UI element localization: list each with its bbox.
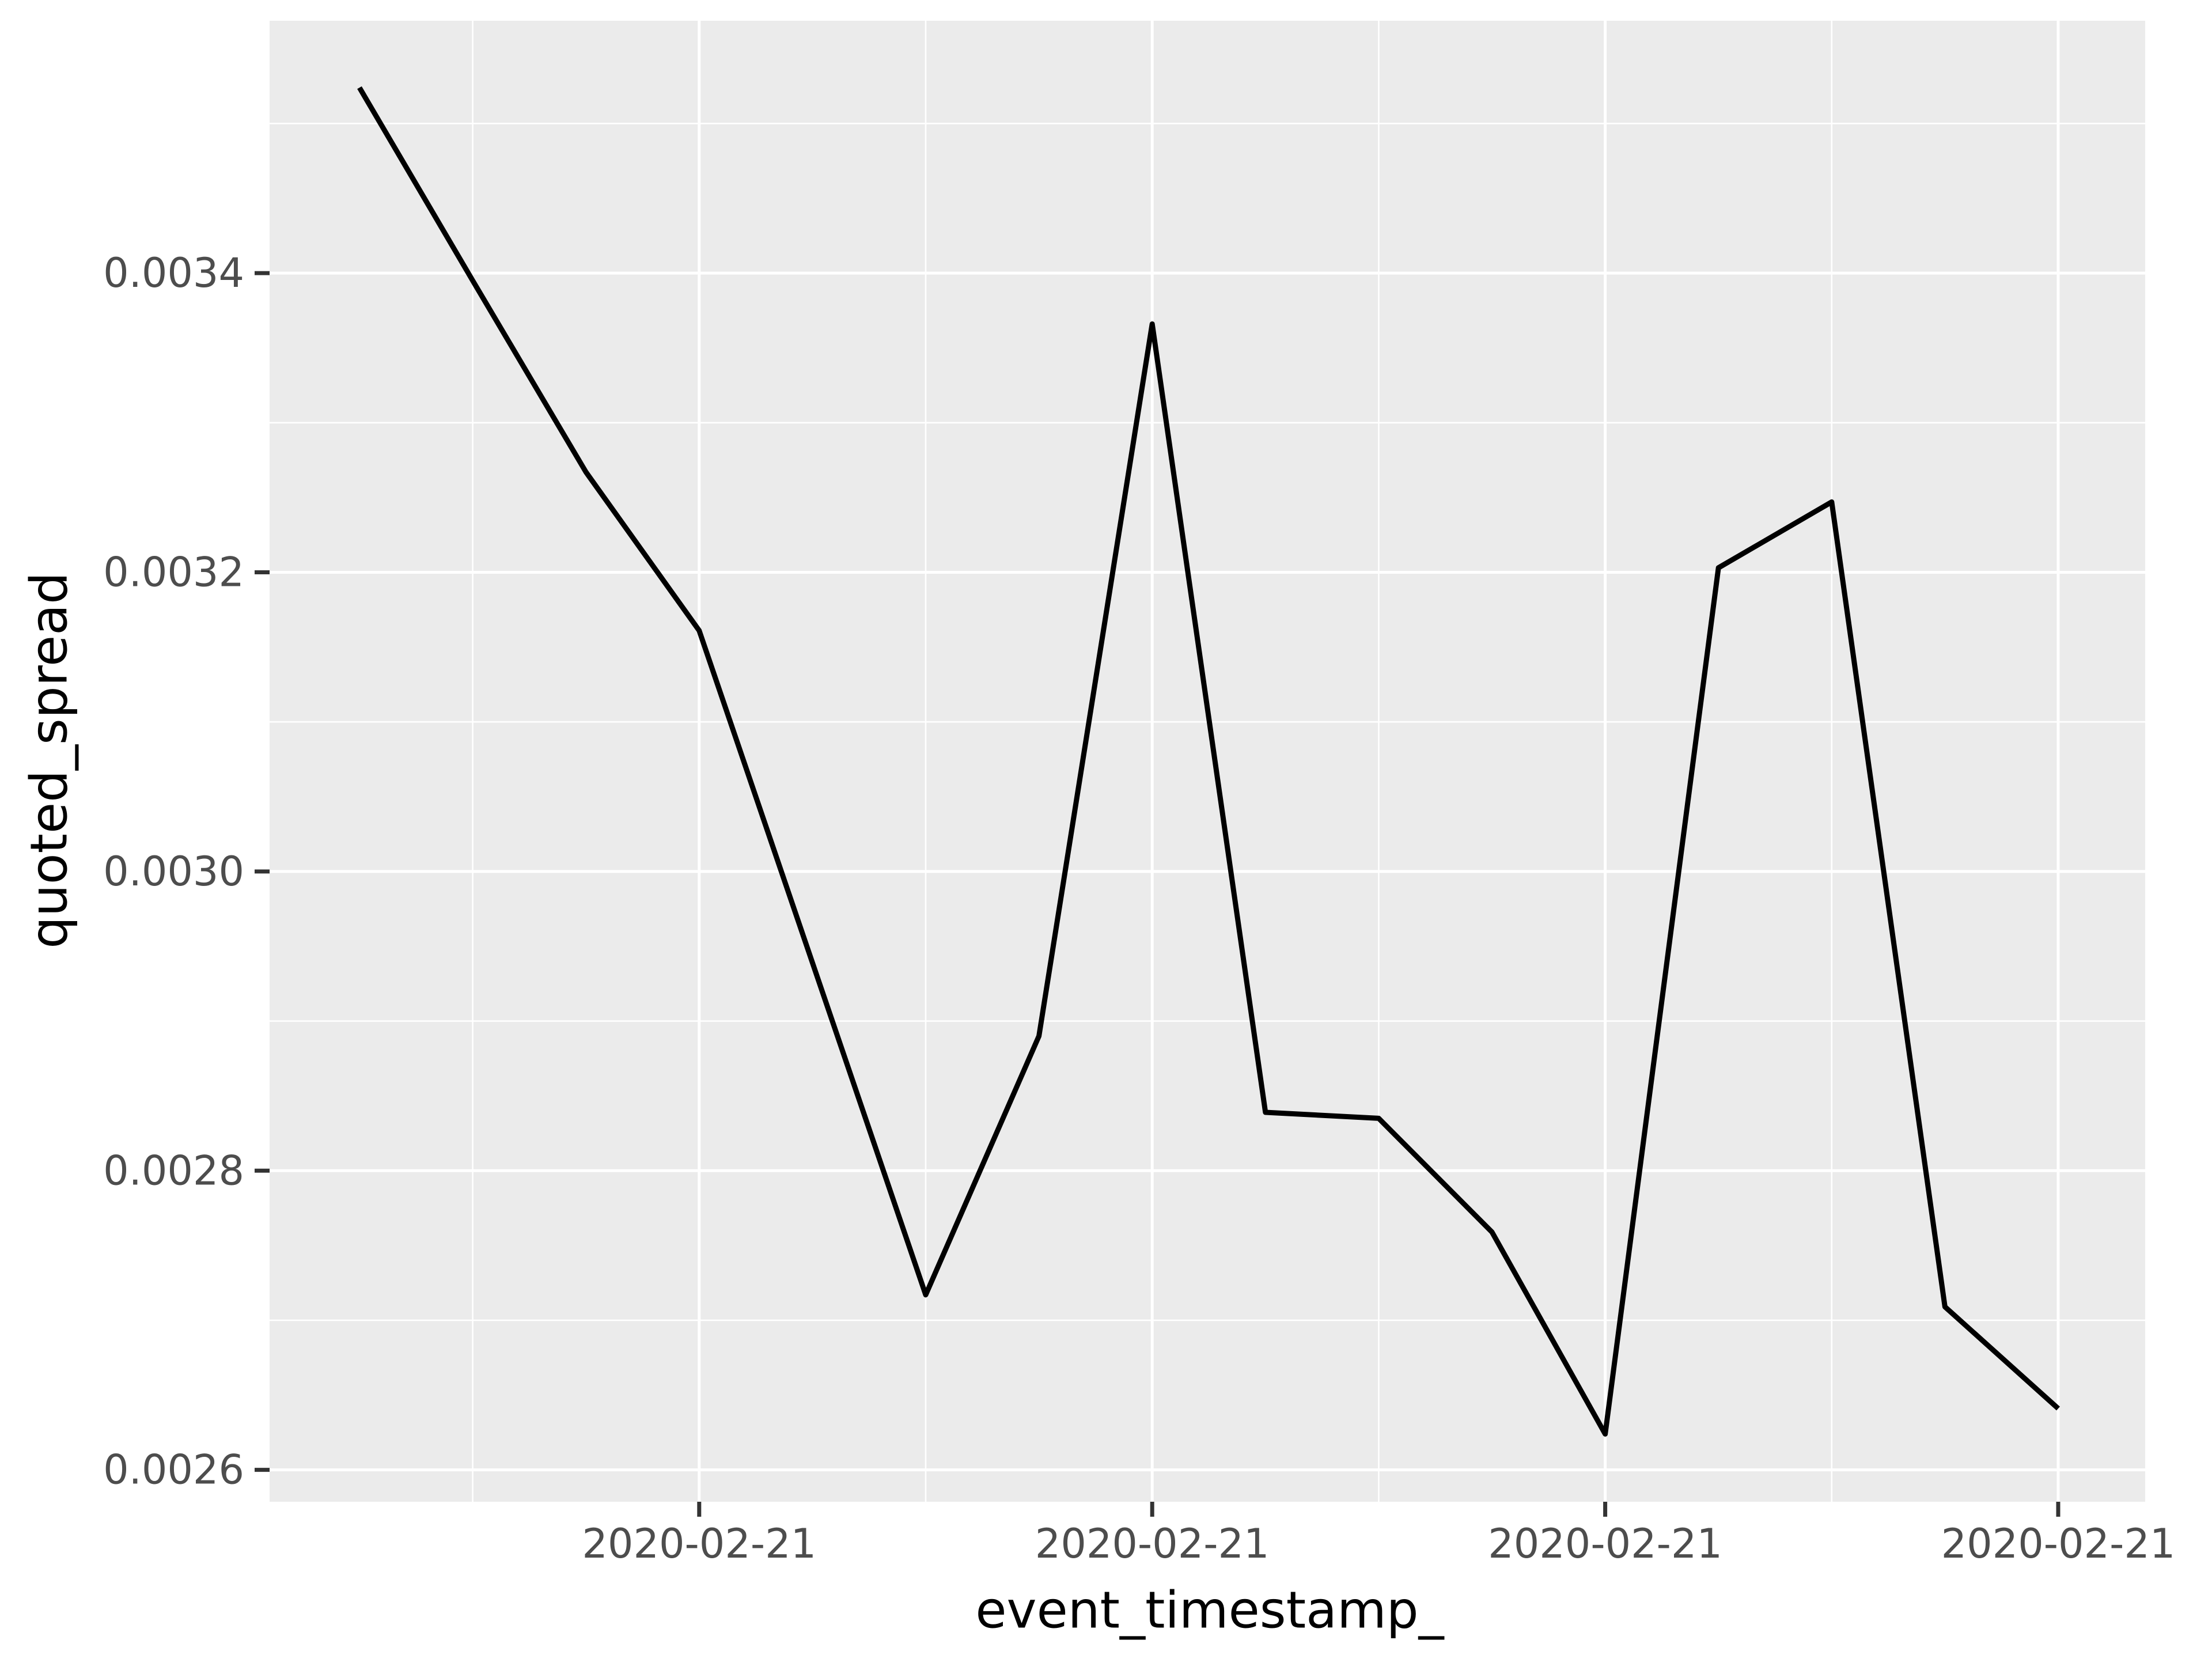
panel-background [270,21,2145,1502]
quoted-spread-data-line [357,86,2061,1437]
x-axis-title: event_timestamp_ [975,1581,1444,1640]
y-tick-label: 0.0028 [103,1147,244,1194]
x-tick-label: 2020-02-21 [1488,1520,1722,1567]
y-axis-title: quoted_spread [20,572,79,949]
y-tick-label: 0.0034 [103,249,244,297]
x-tick-label: 2020-02-21 [582,1520,816,1567]
x-tick-label: 2020-02-21 [1035,1520,1270,1567]
x-axis-tick-labels: 2020-02-21 2020-02-21 2020-02-21 2020-02-21 [582,1520,2175,1567]
y-tick-label: 0.0030 [103,848,244,895]
y-tick-label: 0.0032 [103,549,244,596]
y-tick-label: 0.0026 [103,1446,244,1494]
axis-tick-marks [255,271,2061,1517]
major-gridlines [270,21,2145,1502]
x-tick-label: 2020-02-21 [1941,1520,2176,1567]
y-axis-tick-labels: 0.0026 0.0028 0.0030 0.0032 0.0034 [103,249,244,1494]
